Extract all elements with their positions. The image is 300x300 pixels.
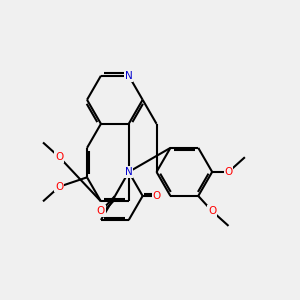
Text: O: O xyxy=(152,191,161,201)
Text: O: O xyxy=(55,182,64,192)
Text: O: O xyxy=(208,206,216,216)
Text: O: O xyxy=(224,167,232,177)
Text: O: O xyxy=(97,206,105,216)
Text: N: N xyxy=(125,167,133,177)
Text: O: O xyxy=(55,152,64,162)
Text: N: N xyxy=(125,71,133,81)
